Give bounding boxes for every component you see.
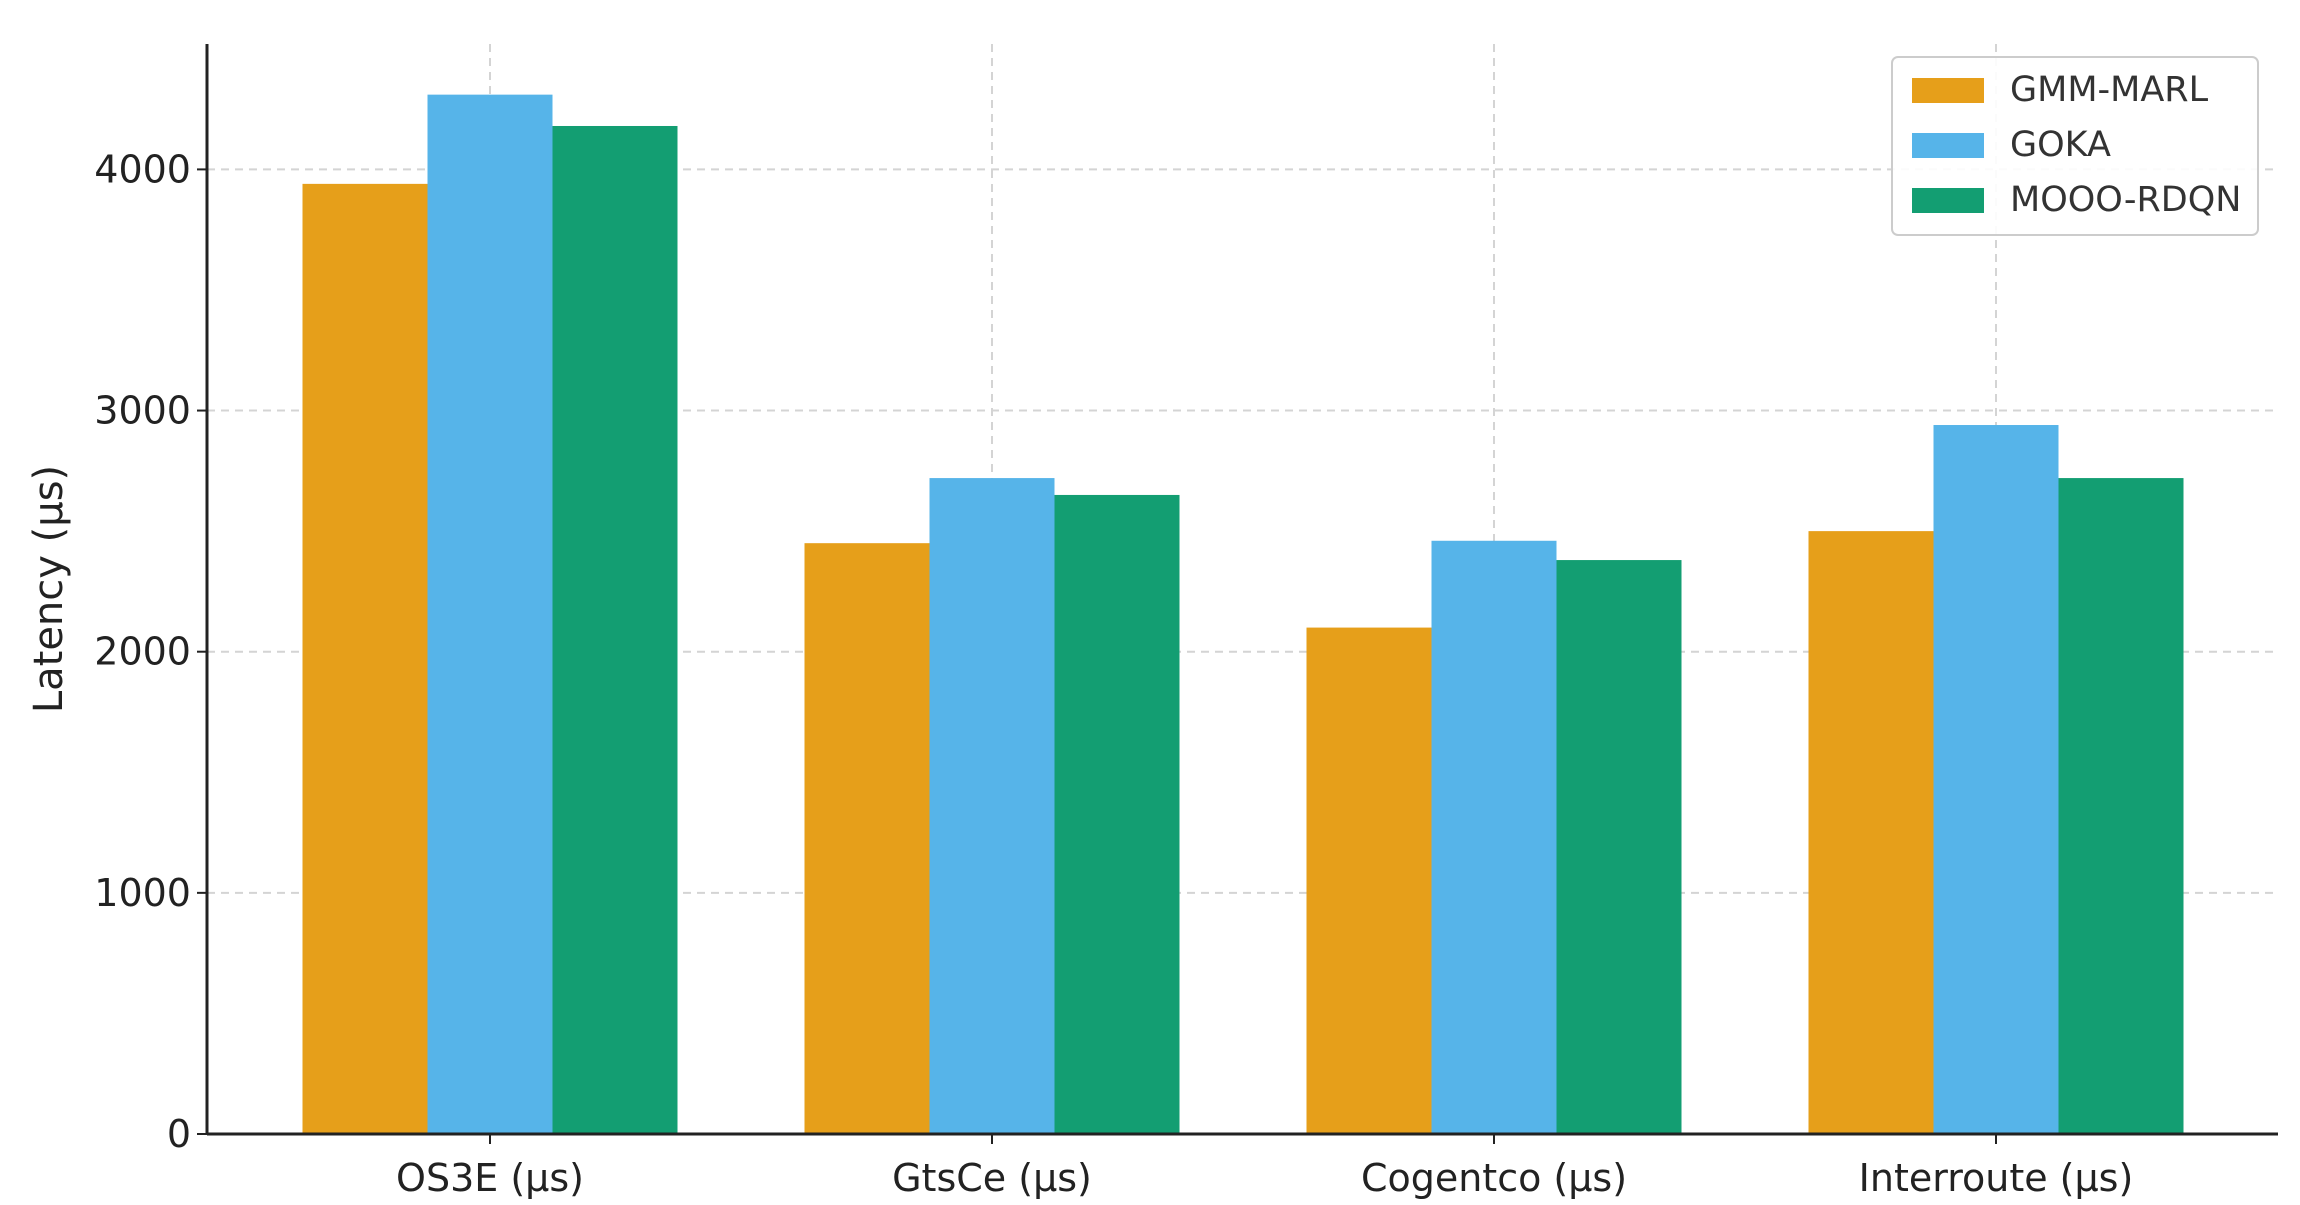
- bar-gmm-marl-1: [302, 183, 428, 1135]
- bar-goka-3: [1431, 540, 1557, 1134]
- legend-label-gmm-marl: GMM-MARL: [2010, 70, 2209, 110]
- x-tick-label: GtsCe (µs): [892, 1156, 1092, 1200]
- axes: [205, 44, 2278, 1136]
- y-tick-label: 0: [167, 1112, 191, 1156]
- bar-gmm-marl-3: [1306, 627, 1432, 1134]
- y-tick-label: 4000: [94, 147, 191, 191]
- x-tick-label: OS3E (µs): [396, 1156, 584, 1200]
- legend-label-mooo-rdqn: MOOO-RDQN: [2010, 180, 2241, 220]
- bar-goka-1: [427, 94, 553, 1134]
- y-tick-label: 3000: [94, 389, 191, 433]
- y-axis-title: Latency (µs): [26, 465, 72, 713]
- x-tick-label: Interroute (µs): [1859, 1156, 2134, 1200]
- bar-gmm-marl-4: [1808, 531, 1934, 1134]
- y-tick-label: 1000: [94, 871, 191, 915]
- x-tick-labels: OS3E (µs) GtsCe (µs) Cogentco (µs) Interrou…: [396, 1134, 2133, 1200]
- bar-goka-4: [1933, 425, 2059, 1134]
- legend: GMM-MARL GOKA MOOO-RDQN: [1891, 56, 2259, 236]
- bars: [302, 94, 2184, 1135]
- bar-gmm-marl-2: [804, 543, 930, 1134]
- bar-goka-2: [929, 478, 1055, 1134]
- bar-mooo-rdqn-4: [2058, 478, 2184, 1134]
- legend-swatch-gmm-marl: [1912, 78, 1984, 103]
- x-tick-label: Cogentco (µs): [1361, 1156, 1627, 1200]
- legend-swatch-mooo-rdqn: [1912, 188, 1984, 213]
- legend-label-goka: GOKA: [2010, 125, 2111, 165]
- legend-swatch-goka: [1912, 133, 1984, 158]
- bar-mooo-rdqn-1: [552, 125, 678, 1134]
- bar-mooo-rdqn-3: [1556, 560, 1682, 1134]
- bar-mooo-rdqn-2: [1054, 494, 1180, 1135]
- y-tick-label: 2000: [94, 630, 191, 674]
- y-tick-labels: 0 1000 2000 3000 4000: [94, 147, 207, 1156]
